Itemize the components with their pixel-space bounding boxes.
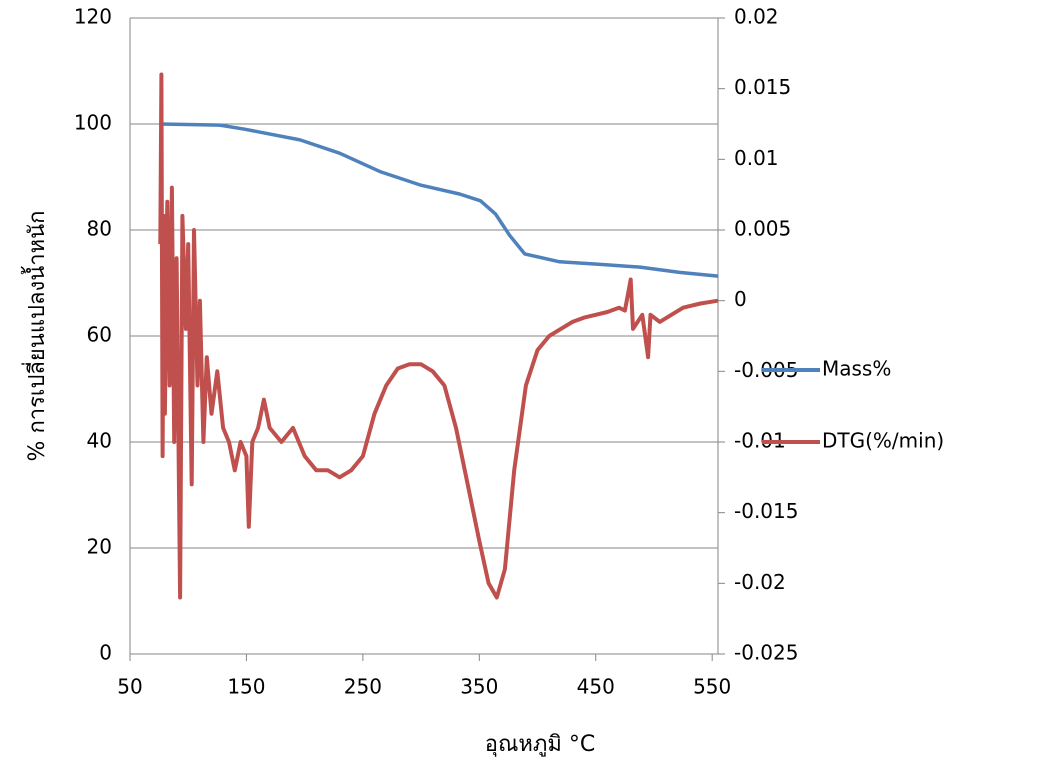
y-tick-label: 100 [74, 111, 112, 135]
y2-tick-label: 0.01 [734, 146, 779, 170]
y-tick-label: 80 [87, 217, 112, 241]
y2-tick-label: 0.005 [734, 217, 791, 241]
x-tick-label: 350 [460, 675, 498, 699]
y2-tick-label: -0.015 [734, 499, 798, 523]
series-line [158, 72, 719, 600]
x-tick-label: 450 [577, 675, 615, 699]
y-axis-title: % การเปลี่ยนแปลงน้ำหนัก [21, 211, 50, 462]
y2-tick-label: 0.015 [734, 75, 791, 99]
y-tick-label: 20 [87, 535, 112, 559]
y-tick-label: 40 [87, 429, 112, 453]
legend-label: DTG(%/min) [822, 429, 944, 453]
x-tick-label: 550 [693, 675, 731, 699]
y-tick-label: 120 [74, 5, 112, 29]
x-tick-label: 150 [227, 675, 265, 699]
y2-tick-label: 0.02 [734, 5, 779, 29]
x-tick-label: 250 [344, 675, 382, 699]
x-axis-title: อุณหภูมิ °C [485, 732, 595, 757]
y-tick-label: 0 [99, 641, 112, 665]
x-tick-label: 50 [117, 675, 142, 699]
series-line [160, 122, 719, 278]
y2-tick-label: 0 [734, 287, 747, 311]
legend-label: Mass% [822, 357, 891, 381]
y2-tick-label: -0.02 [734, 570, 786, 594]
y2-tick-label: -0.025 [734, 641, 798, 665]
y-tick-label: 60 [87, 323, 112, 347]
